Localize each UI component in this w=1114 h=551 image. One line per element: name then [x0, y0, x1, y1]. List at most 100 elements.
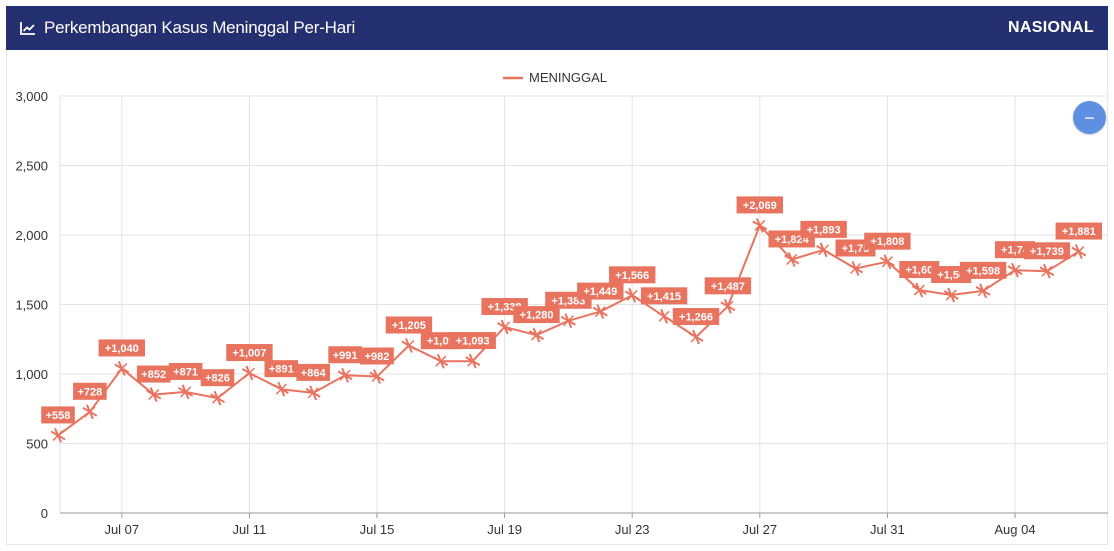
data-point[interactable]	[114, 361, 130, 376]
x-tick-label: Aug 04	[994, 522, 1035, 537]
svg-text:+1,598: +1,598	[966, 265, 1000, 277]
data-point[interactable]	[720, 298, 736, 314]
data-point[interactable]	[943, 287, 959, 303]
x-tick-label: Jul 11	[233, 522, 267, 537]
data-point[interactable]	[560, 313, 576, 329]
data-label: +1,739	[1023, 242, 1071, 260]
svg-text:+1,205: +1,205	[392, 320, 426, 332]
svg-text:+1,893: +1,893	[807, 224, 841, 236]
data-label: +1,487	[704, 277, 752, 295]
data-point[interactable]	[369, 369, 385, 384]
data-point[interactable]	[305, 385, 321, 401]
data-label: +558	[41, 406, 75, 424]
data-point[interactable]	[273, 381, 289, 397]
svg-text:+1,56: +1,56	[937, 270, 965, 282]
data-point[interactable]	[592, 304, 608, 319]
data-point[interactable]	[241, 365, 257, 381]
svg-text:+1,881: +1,881	[1062, 226, 1096, 238]
data-label: +864	[296, 363, 330, 381]
svg-text:+1,739: +1,739	[1030, 246, 1064, 258]
x-tick-label: Jul 07	[104, 522, 139, 537]
data-point[interactable]	[337, 367, 353, 383]
svg-text:+1,266: +1,266	[679, 312, 713, 324]
svg-text:+891: +891	[269, 364, 294, 376]
svg-text:+1,415: +1,415	[647, 291, 681, 303]
y-tick-label: 2,000	[15, 228, 48, 243]
data-point[interactable]	[975, 283, 991, 299]
svg-text:+1,093: +1,093	[456, 336, 490, 348]
svg-text:+1,74: +1,74	[1001, 245, 1030, 257]
data-point[interactable]	[752, 218, 768, 233]
legend-label: MENINGGAL	[529, 70, 607, 85]
region-label: NASIONAL	[1008, 19, 1094, 36]
data-point[interactable]	[1039, 263, 1055, 279]
data-point[interactable]	[210, 390, 225, 406]
svg-text:+1,566: +1,566	[615, 270, 649, 282]
y-tick-label: 500	[26, 437, 48, 452]
svg-text:+1,75: +1,75	[842, 243, 870, 255]
data-label: +1,266	[672, 308, 720, 326]
svg-text:+1,280: +1,280	[520, 310, 554, 322]
data-point[interactable]	[816, 242, 832, 258]
data-point[interactable]	[178, 384, 194, 400]
x-tick-label: Jul 15	[360, 522, 395, 537]
header-title-group: Perkembangan Kasus Meninggal Per-Hari	[20, 18, 355, 38]
data-label: +1,881	[1055, 222, 1102, 240]
data-label: +1,007	[226, 344, 273, 362]
y-tick-label: 2,500	[15, 159, 48, 174]
chart-title: Perkembangan Kasus Meninggal Per-Hari	[44, 18, 356, 37]
data-label: +1,808	[864, 232, 911, 250]
svg-text:+1,338: +1,338	[488, 302, 522, 314]
data-point[interactable]	[656, 308, 672, 324]
data-label: +982	[360, 347, 394, 365]
data-point[interactable]	[1071, 244, 1087, 259]
data-point[interactable]	[497, 319, 513, 335]
data-point[interactable]	[688, 329, 704, 345]
chart-header: Perkembangan Kasus Meninggal Per-Hari NA…	[6, 6, 1108, 50]
svg-text:+871: +871	[173, 366, 198, 378]
data-label: +891	[264, 360, 299, 378]
x-tick-label: Jul 27	[742, 522, 777, 537]
svg-text:+1,487: +1,487	[711, 281, 745, 293]
svg-text:+852: +852	[141, 369, 166, 381]
x-tick-label: Jul 31	[870, 522, 905, 537]
data-point[interactable]	[433, 353, 449, 369]
data-point[interactable]	[911, 282, 927, 298]
svg-text:+1,09: +1,09	[427, 336, 455, 348]
data-label: +871	[168, 362, 203, 380]
y-tick-label: 1,000	[15, 367, 48, 382]
data-label: +826	[200, 369, 235, 387]
x-tick-label: Jul 19	[487, 522, 522, 537]
data-point[interactable]	[1007, 262, 1023, 278]
data-label: +1,093	[449, 332, 496, 350]
svg-text:+991: +991	[333, 350, 358, 362]
data-label: +1,205	[385, 316, 433, 334]
data-label: +1,893	[800, 220, 847, 238]
data-point[interactable]	[624, 287, 640, 303]
data-label: +852	[136, 365, 171, 383]
data-point[interactable]	[146, 387, 162, 402]
data-label: +1,415	[640, 287, 688, 305]
data-point[interactable]	[401, 338, 417, 353]
data-label: +2,069	[736, 196, 783, 214]
data-label: +1,449	[577, 282, 624, 300]
svg-text:+1,808: +1,808	[870, 236, 904, 248]
data-point[interactable]	[529, 327, 544, 343]
svg-text:+1,383: +1,383	[551, 295, 585, 307]
data-point[interactable]	[879, 254, 895, 270]
zoom-out-button[interactable]: −	[1073, 101, 1106, 134]
y-tick-label: 3,000	[15, 89, 48, 104]
svg-text:+1,60: +1,60	[905, 265, 933, 277]
data-point[interactable]	[465, 353, 481, 369]
x-tick-label: Jul 23	[615, 522, 650, 537]
data-point[interactable]	[82, 404, 98, 420]
y-tick-label: 1,500	[15, 298, 48, 313]
data-point[interactable]	[50, 428, 66, 443]
data-label: +1,566	[609, 266, 656, 284]
data-point[interactable]	[848, 261, 863, 276]
svg-text:+1,007: +1,007	[232, 348, 266, 360]
svg-text:+982: +982	[365, 351, 390, 363]
data-point[interactable]	[784, 252, 800, 267]
svg-text:+826: +826	[205, 373, 230, 385]
